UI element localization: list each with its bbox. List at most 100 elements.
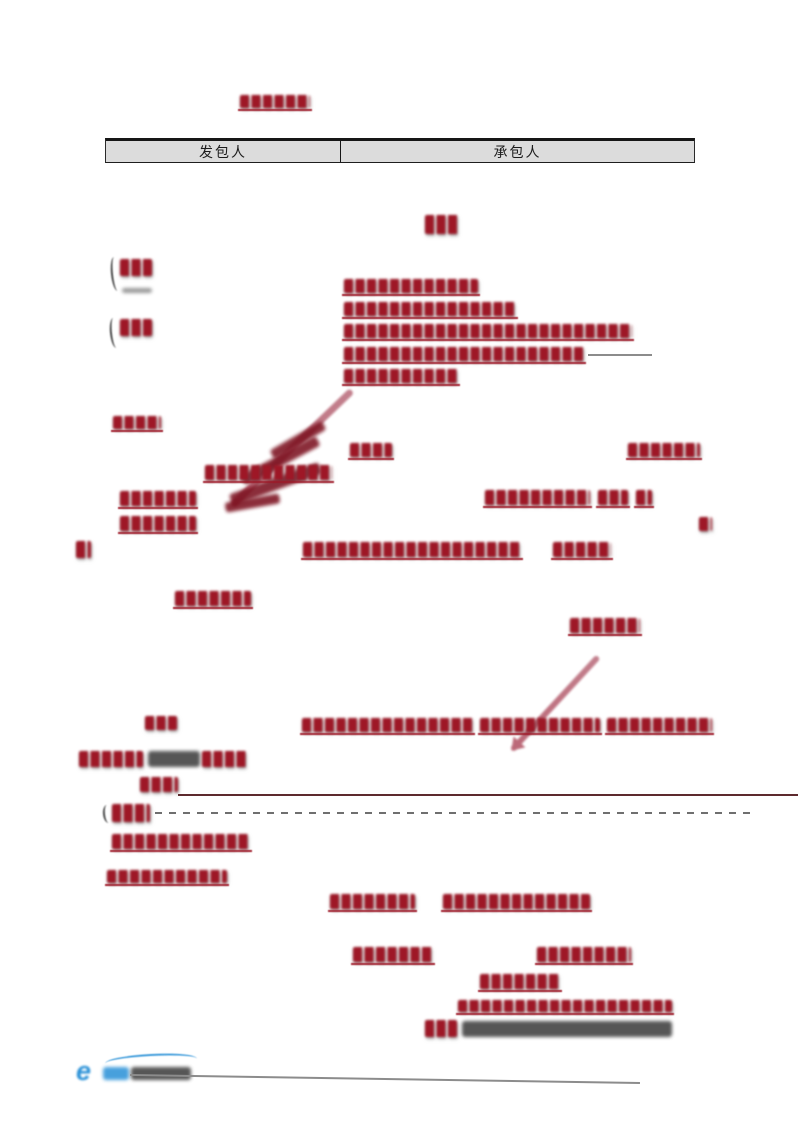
underline bbox=[551, 558, 613, 560]
redacted-ink bbox=[120, 516, 196, 531]
underline bbox=[634, 506, 654, 508]
redacted-ink bbox=[112, 804, 150, 822]
underline bbox=[342, 362, 586, 364]
redacted-ink bbox=[205, 465, 332, 480]
redacted-ink bbox=[699, 517, 712, 531]
redacted-ink bbox=[425, 1020, 457, 1037]
redacted-text bbox=[596, 490, 630, 508]
underline bbox=[568, 634, 642, 636]
underline bbox=[301, 558, 523, 560]
redacted-text bbox=[483, 490, 592, 508]
redacted-text bbox=[342, 369, 460, 386]
underline bbox=[456, 1013, 674, 1015]
logo-underline bbox=[130, 1073, 640, 1084]
redacted-ink bbox=[302, 718, 473, 732]
redacted-ink bbox=[76, 541, 91, 558]
underline bbox=[238, 109, 312, 111]
redacted-text bbox=[120, 259, 152, 276]
redacted-ink bbox=[344, 302, 516, 316]
redacted-text bbox=[79, 751, 143, 767]
redacted-ink bbox=[570, 618, 640, 633]
dotted-rule bbox=[155, 812, 755, 814]
table-header-employer: 发包人 bbox=[106, 141, 341, 162]
redacted-text bbox=[110, 834, 252, 852]
underline bbox=[626, 458, 702, 460]
redacted-ink bbox=[303, 542, 521, 557]
redacted-ink bbox=[330, 894, 415, 909]
redacted-text bbox=[456, 1000, 674, 1015]
redacted-ink bbox=[353, 947, 433, 962]
redacted-ink bbox=[443, 894, 590, 909]
underline bbox=[596, 506, 630, 508]
redacted-text bbox=[173, 591, 253, 609]
redacted-ink bbox=[480, 718, 600, 732]
underline bbox=[605, 733, 714, 735]
underline bbox=[328, 910, 417, 912]
underline bbox=[111, 430, 163, 432]
redacted-text bbox=[568, 618, 642, 636]
redacted-text bbox=[112, 804, 150, 822]
underline bbox=[203, 481, 334, 483]
parties-table: 发包人 承包人 bbox=[105, 138, 695, 163]
redacted-ink bbox=[112, 834, 250, 849]
underline bbox=[300, 733, 475, 735]
underline bbox=[342, 339, 634, 341]
redacted-text bbox=[425, 215, 459, 234]
redacted-ink bbox=[628, 443, 700, 457]
redacted-ink bbox=[140, 777, 178, 792]
redacted-text bbox=[478, 718, 602, 735]
redacted-text bbox=[301, 542, 523, 560]
redacted-text bbox=[140, 777, 178, 792]
redacted-text bbox=[441, 894, 592, 912]
redacted-text bbox=[535, 947, 633, 965]
redacted-ink bbox=[145, 716, 177, 730]
redacted-text bbox=[478, 974, 562, 992]
redacted-text bbox=[145, 716, 177, 730]
redacted-ink bbox=[485, 490, 590, 505]
redacted-text bbox=[76, 541, 91, 558]
redacted-text bbox=[203, 465, 334, 483]
redacted-text bbox=[202, 751, 247, 767]
underline bbox=[342, 317, 518, 319]
redacted-ink bbox=[120, 319, 152, 336]
rule-line bbox=[178, 794, 798, 796]
document-title-redacted bbox=[238, 95, 312, 111]
scribble-mark bbox=[122, 288, 152, 293]
redacted-text bbox=[605, 718, 714, 735]
redacted-ink bbox=[344, 369, 458, 383]
arrowhead bbox=[500, 736, 526, 763]
redacted-ink bbox=[344, 279, 478, 293]
redacted-text bbox=[351, 947, 435, 965]
redacted-text bbox=[342, 324, 634, 341]
redacted-ink bbox=[344, 324, 632, 338]
table-header-contractor: 承包人 bbox=[341, 141, 694, 162]
bracket-mark bbox=[108, 317, 120, 349]
redacted-text bbox=[342, 347, 586, 364]
redacted-ink bbox=[175, 591, 251, 606]
underline bbox=[483, 506, 592, 508]
underline bbox=[118, 532, 198, 534]
redacted-text bbox=[626, 443, 702, 460]
redacted-ink bbox=[425, 215, 459, 234]
underline bbox=[105, 884, 229, 886]
redacted-ink bbox=[607, 718, 712, 732]
underline bbox=[342, 294, 480, 296]
redacted-text bbox=[348, 443, 394, 460]
redacted-text bbox=[300, 718, 475, 735]
underline bbox=[351, 963, 435, 965]
redacted-ink bbox=[107, 870, 227, 883]
underline bbox=[342, 384, 460, 386]
redacted-ink bbox=[120, 259, 152, 276]
underline bbox=[348, 458, 394, 460]
redacted-text bbox=[118, 491, 198, 509]
redacted-ink bbox=[598, 490, 628, 505]
annotation-arrow bbox=[500, 654, 601, 763]
logo-mark: e bbox=[76, 1056, 92, 1086]
underline bbox=[110, 850, 252, 852]
redacted-text bbox=[699, 517, 712, 531]
redacted-text bbox=[111, 416, 163, 432]
redacted-ink bbox=[458, 1000, 672, 1012]
redacted-text bbox=[634, 490, 654, 508]
underline bbox=[478, 990, 562, 992]
